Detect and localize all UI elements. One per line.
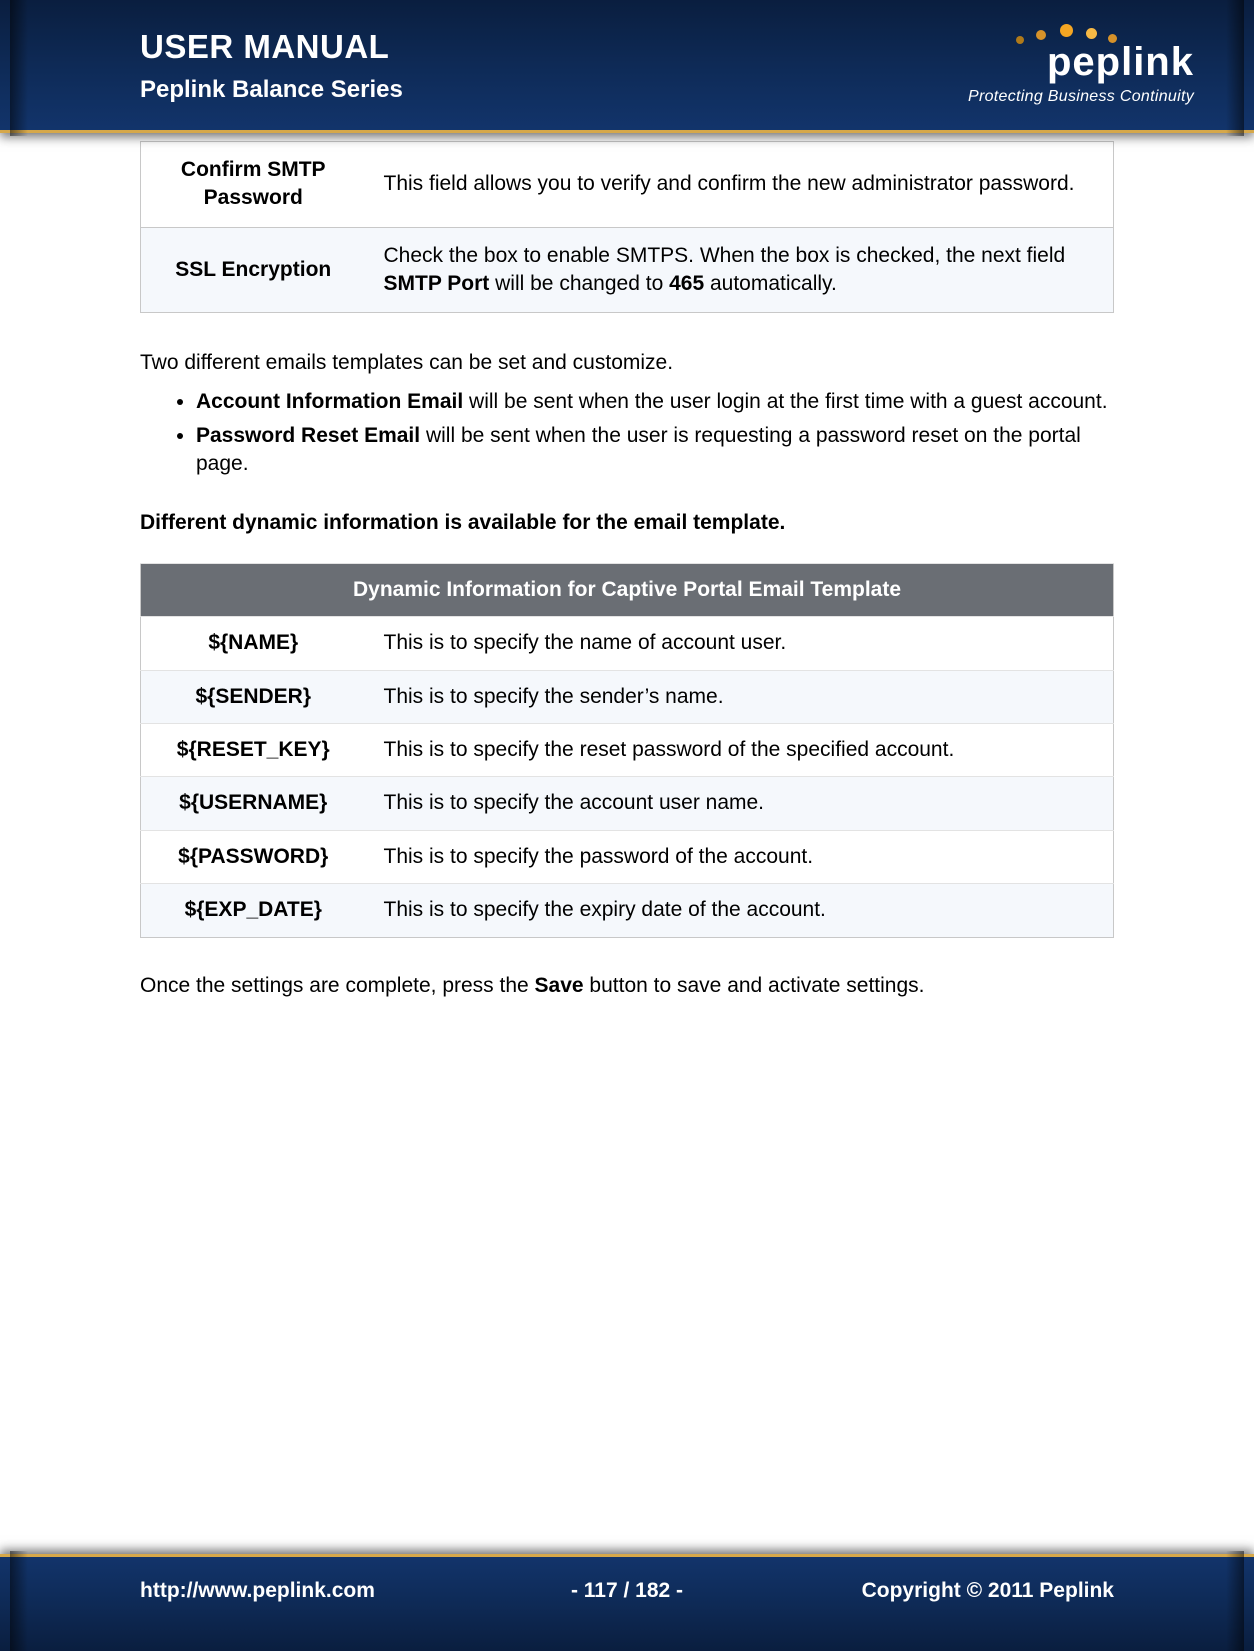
variable-key: ${PASSWORD} (141, 830, 366, 883)
logo-text: peplink (968, 42, 1194, 82)
footer-page-number: - 117 / 182 - (461, 1579, 792, 1603)
dynamic-info-table: Dynamic Information for Captive Portal E… (140, 563, 1114, 937)
template-bullet-list: Account Information Email will be sent w… (196, 388, 1114, 479)
variable-key: ${EXP_DATE} (141, 884, 366, 937)
smtp-field-table: Confirm SMTP Password This field allows … (140, 141, 1114, 313)
variable-desc: This is to specify the sender’s name. (366, 670, 1114, 723)
text-bold: Save (535, 974, 584, 997)
variable-desc: This is to specify the account user name… (366, 777, 1114, 830)
variable-desc: This is to specify the reset password of… (366, 724, 1114, 777)
text: will be sent when the user login at the … (463, 390, 1107, 413)
table-title: Dynamic Information for Captive Portal E… (141, 564, 1114, 617)
footer-copyright: Copyright © 2011 Peplink (793, 1579, 1114, 1603)
variable-desc: This is to specify the expiry date of th… (366, 884, 1114, 937)
footer-url: http://www.peplink.com (140, 1579, 461, 1603)
variable-key: ${NAME} (141, 617, 366, 670)
table-row: Confirm SMTP Password This field allows … (141, 142, 1114, 228)
field-description: This field allows you to verify and conf… (366, 142, 1114, 228)
text-bold: Account Information Email (196, 390, 463, 413)
intro-paragraph: Two different emails templates can be se… (140, 349, 1114, 377)
section-heading: Different dynamic information is availab… (140, 509, 1114, 537)
text: Once the settings are complete, press th… (140, 974, 535, 997)
table-row: ${USERNAME} This is to specify the accou… (141, 777, 1114, 830)
variable-key: ${USERNAME} (141, 777, 366, 830)
text: button to save and activate settings. (584, 974, 925, 997)
logo-dots-icon (968, 22, 1168, 44)
text-bold: SMTP Port (384, 272, 490, 295)
variable-desc: This is to specify the password of the a… (366, 830, 1114, 883)
table-header-row: Dynamic Information for Captive Portal E… (141, 564, 1114, 617)
variable-desc: This is to specify the name of account u… (366, 617, 1114, 670)
page-header: USER MANUAL Peplink Balance Series pepli… (0, 0, 1254, 133)
table-row: ${RESET_KEY} This is to specify the rese… (141, 724, 1114, 777)
text-bold: Password Reset Email (196, 424, 420, 447)
brand-logo: peplink Protecting Business Continuity (968, 22, 1194, 106)
text: Check the box to enable SMTPS. When the … (384, 244, 1066, 267)
list-item: Password Reset Email will be sent when t… (196, 422, 1114, 479)
table-row: ${SENDER} This is to specify the sender’… (141, 670, 1114, 723)
page: USER MANUAL Peplink Balance Series pepli… (0, 0, 1254, 1651)
text: will be changed to (489, 272, 669, 295)
table-row: ${NAME} This is to specify the name of a… (141, 617, 1114, 670)
variable-key: ${RESET_KEY} (141, 724, 366, 777)
variable-key: ${SENDER} (141, 670, 366, 723)
field-label: Confirm SMTP Password (141, 142, 366, 228)
list-item: Account Information Email will be sent w… (196, 388, 1114, 416)
table-row: ${PASSWORD} This is to specify the passw… (141, 830, 1114, 883)
field-label: SSL Encryption (141, 227, 366, 313)
page-content: Confirm SMTP Password This field allows … (0, 133, 1254, 1554)
table-row: SSL Encryption Check the box to enable S… (141, 227, 1114, 313)
page-footer: http://www.peplink.com - 117 / 182 - Cop… (0, 1554, 1254, 1651)
closing-paragraph: Once the settings are complete, press th… (140, 972, 1114, 1000)
text-bold: 465 (669, 272, 704, 295)
field-description: Check the box to enable SMTPS. When the … (366, 227, 1114, 313)
text: automatically. (704, 272, 837, 295)
table-row: ${EXP_DATE} This is to specify the expir… (141, 884, 1114, 937)
logo-tagline: Protecting Business Continuity (968, 88, 1194, 106)
